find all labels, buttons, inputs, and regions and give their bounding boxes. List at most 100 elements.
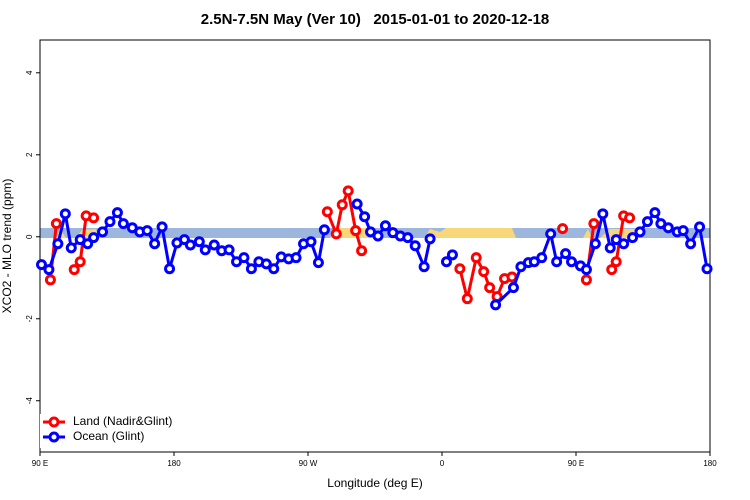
x-tick-label: 180 <box>703 459 717 468</box>
data-point <box>606 264 618 276</box>
data-point <box>184 239 196 251</box>
data-point <box>446 249 458 261</box>
data-point <box>372 230 384 242</box>
data-point <box>490 299 502 311</box>
data-point <box>312 257 324 269</box>
data-point <box>223 244 235 256</box>
data-point <box>342 185 354 197</box>
data-point <box>111 207 123 219</box>
x-axis-label: Longitude (deg E) <box>327 476 422 490</box>
data-point <box>694 221 706 233</box>
data-point <box>641 216 653 228</box>
data-point <box>88 232 100 244</box>
x-tick-label: 90 W <box>299 459 318 468</box>
data-point <box>59 208 71 220</box>
data-point <box>551 256 563 268</box>
data-point <box>350 225 362 237</box>
data-point <box>356 245 368 257</box>
data-point <box>461 293 473 305</box>
data-point <box>268 263 280 275</box>
data-point <box>478 266 490 278</box>
data-point <box>610 256 622 268</box>
data-point <box>52 238 64 250</box>
data-point <box>260 258 272 270</box>
y-tick-label: -4 <box>25 397 34 405</box>
data-point <box>305 236 317 248</box>
data-point <box>424 233 436 245</box>
data-point <box>454 263 466 275</box>
data-point <box>566 256 578 268</box>
land-strip <box>56 228 636 238</box>
data-point <box>589 238 601 250</box>
data-point <box>117 218 129 230</box>
data-point <box>65 242 77 254</box>
x-tick-label: 180 <box>167 459 181 468</box>
data-point <box>97 226 109 238</box>
data-point <box>68 264 80 276</box>
chart-title: 2.5N-7.5N May (Ver 10) 2015-01-01 to 202… <box>201 11 550 28</box>
data-point <box>649 207 661 219</box>
data-point <box>82 238 94 250</box>
data-point <box>560 248 572 260</box>
data-point <box>618 238 630 250</box>
data-point <box>440 256 452 268</box>
legend-marker <box>48 416 60 428</box>
data-point <box>318 224 330 236</box>
data-point <box>156 221 168 233</box>
legend-marker <box>48 431 60 443</box>
legend-label: Land (Nadir&Glint) <box>73 414 172 428</box>
plot-frame <box>39 39 711 453</box>
y-tick-label: 2 <box>25 152 34 157</box>
data-point <box>359 211 371 223</box>
data-point <box>409 240 421 252</box>
data-point <box>662 222 674 234</box>
legend-label: Ocean (Glint) <box>73 429 144 443</box>
data-point <box>336 199 348 211</box>
data-point <box>238 252 250 264</box>
data-point <box>321 206 333 218</box>
data-point <box>536 252 548 264</box>
data-point <box>351 198 363 210</box>
data-point <box>402 232 414 244</box>
data-point <box>35 259 47 271</box>
data-point <box>624 212 636 224</box>
y-axis-label: XCO2 - MLO trend (ppm) <box>0 179 14 314</box>
x-tick-label: 90 E <box>32 459 48 468</box>
data-point <box>634 226 646 238</box>
y-tick-label: 0 <box>25 234 34 239</box>
x-tick-label: 90 E <box>568 459 584 468</box>
legend: Land (Nadir&Glint)Ocean (Glint) <box>40 414 190 448</box>
data-point <box>557 223 569 235</box>
data-point <box>484 282 496 294</box>
data-point <box>88 212 100 224</box>
data-point <box>104 216 116 228</box>
data-point <box>149 238 161 250</box>
data-point <box>74 256 86 268</box>
data-point <box>580 264 592 276</box>
data-point <box>677 225 689 237</box>
y-tick-label: 4 <box>25 70 34 75</box>
data-point <box>604 242 616 254</box>
legend-box <box>40 414 190 448</box>
data-point <box>141 225 153 237</box>
data-point <box>290 252 302 264</box>
y-tick-label: -2 <box>25 315 34 323</box>
data-point <box>588 218 600 230</box>
data-point <box>580 274 592 286</box>
data-point <box>208 239 220 251</box>
data-point <box>470 252 482 264</box>
data-point <box>597 208 609 220</box>
data-point <box>507 282 519 294</box>
data-point <box>50 218 62 230</box>
x-tick-label: 0 <box>440 459 445 468</box>
data-point <box>685 238 697 250</box>
data-point <box>193 236 205 248</box>
data-point <box>44 274 56 286</box>
data-point <box>330 228 342 240</box>
data-point <box>545 228 557 240</box>
data-point <box>164 263 176 275</box>
data-point <box>379 220 391 232</box>
data-point <box>418 261 430 273</box>
data-point <box>245 263 257 275</box>
